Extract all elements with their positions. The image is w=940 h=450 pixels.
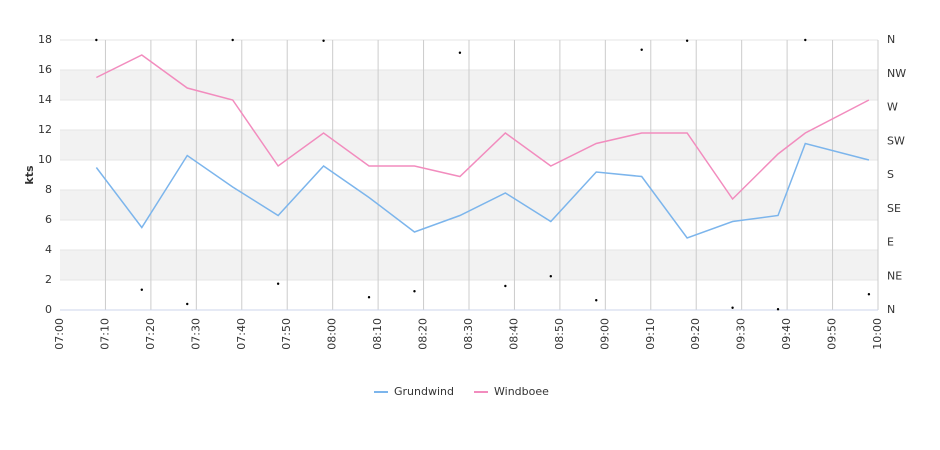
x-tick-label: 08:40	[507, 318, 520, 350]
y-axis-label: kts	[23, 165, 36, 185]
x-tick-label: 07:20	[144, 318, 157, 350]
direction-dot	[504, 284, 507, 288]
y2-tick-label: N	[887, 303, 895, 316]
x-tick-label: 10:00	[871, 318, 884, 350]
direction-dot	[804, 38, 807, 42]
direction-dot	[595, 299, 598, 302]
legend-label: Windboee	[494, 385, 549, 398]
x-tick-label: 07:40	[235, 318, 248, 350]
direction-dot	[867, 293, 871, 296]
y-tick-label: 12	[38, 123, 52, 136]
direction-dot	[731, 306, 734, 309]
line	[96, 54, 870, 201]
y-tick-label: 6	[45, 213, 52, 226]
y2-tick-label: W	[887, 101, 898, 114]
y2-tick-label: N	[887, 33, 895, 46]
x-tick-label: 08:00	[326, 318, 339, 350]
x-tick-label: 09:30	[735, 318, 748, 350]
x-tick-label: 07:10	[98, 318, 111, 350]
x-tick-label: 07:50	[280, 318, 293, 350]
x-tick-label: 08:20	[417, 318, 430, 350]
x-tick-label: 09:50	[826, 318, 839, 350]
x-tick-label: 08:10	[371, 318, 384, 350]
x-tick-label: 09:00	[598, 318, 611, 350]
direction-dot	[413, 290, 416, 293]
y-tick-label: 0	[45, 303, 52, 316]
y-tick-label: 18	[38, 33, 52, 46]
direction-dot	[322, 39, 325, 42]
x-tick-label: 07:30	[189, 318, 202, 350]
y2-tick-label: NE	[887, 269, 902, 282]
direction-dot	[640, 48, 643, 51]
y-tick-label: 10	[38, 153, 52, 166]
y-tick-label: 14	[38, 93, 52, 106]
y-tick-label: 4	[45, 243, 52, 256]
x-tick-label: 09:20	[689, 318, 702, 350]
x-tick-label: 09:10	[644, 318, 657, 350]
y2-tick-label: NW	[887, 67, 906, 80]
y-tick-label: 2	[45, 273, 52, 286]
y-tick-label: 8	[45, 183, 52, 196]
x-tick-label: 07:00	[53, 318, 66, 350]
direction-dot	[95, 38, 98, 42]
y-tick-label: 16	[38, 63, 52, 76]
y2-tick-label: SW	[887, 134, 905, 147]
y2-tick-label: SE	[887, 202, 901, 215]
x-tick-label: 08:50	[553, 318, 566, 350]
y2-tick-label: S	[887, 168, 894, 181]
direction-dot	[231, 38, 234, 42]
direction-dot	[549, 275, 552, 278]
direction-dot	[685, 39, 689, 42]
x-tick-label: 09:40	[780, 318, 793, 350]
y2-tick-label: E	[887, 236, 894, 249]
direction-dot	[367, 296, 371, 299]
legend-label: Grundwind	[394, 385, 454, 398]
direction-dot	[776, 308, 780, 311]
x-tick-label: 08:30	[462, 318, 475, 350]
direction-dot	[186, 302, 189, 306]
direction-dot	[458, 51, 462, 54]
direction-dot	[276, 282, 280, 285]
direction-dot	[140, 288, 143, 291]
line	[95, 142, 870, 239]
